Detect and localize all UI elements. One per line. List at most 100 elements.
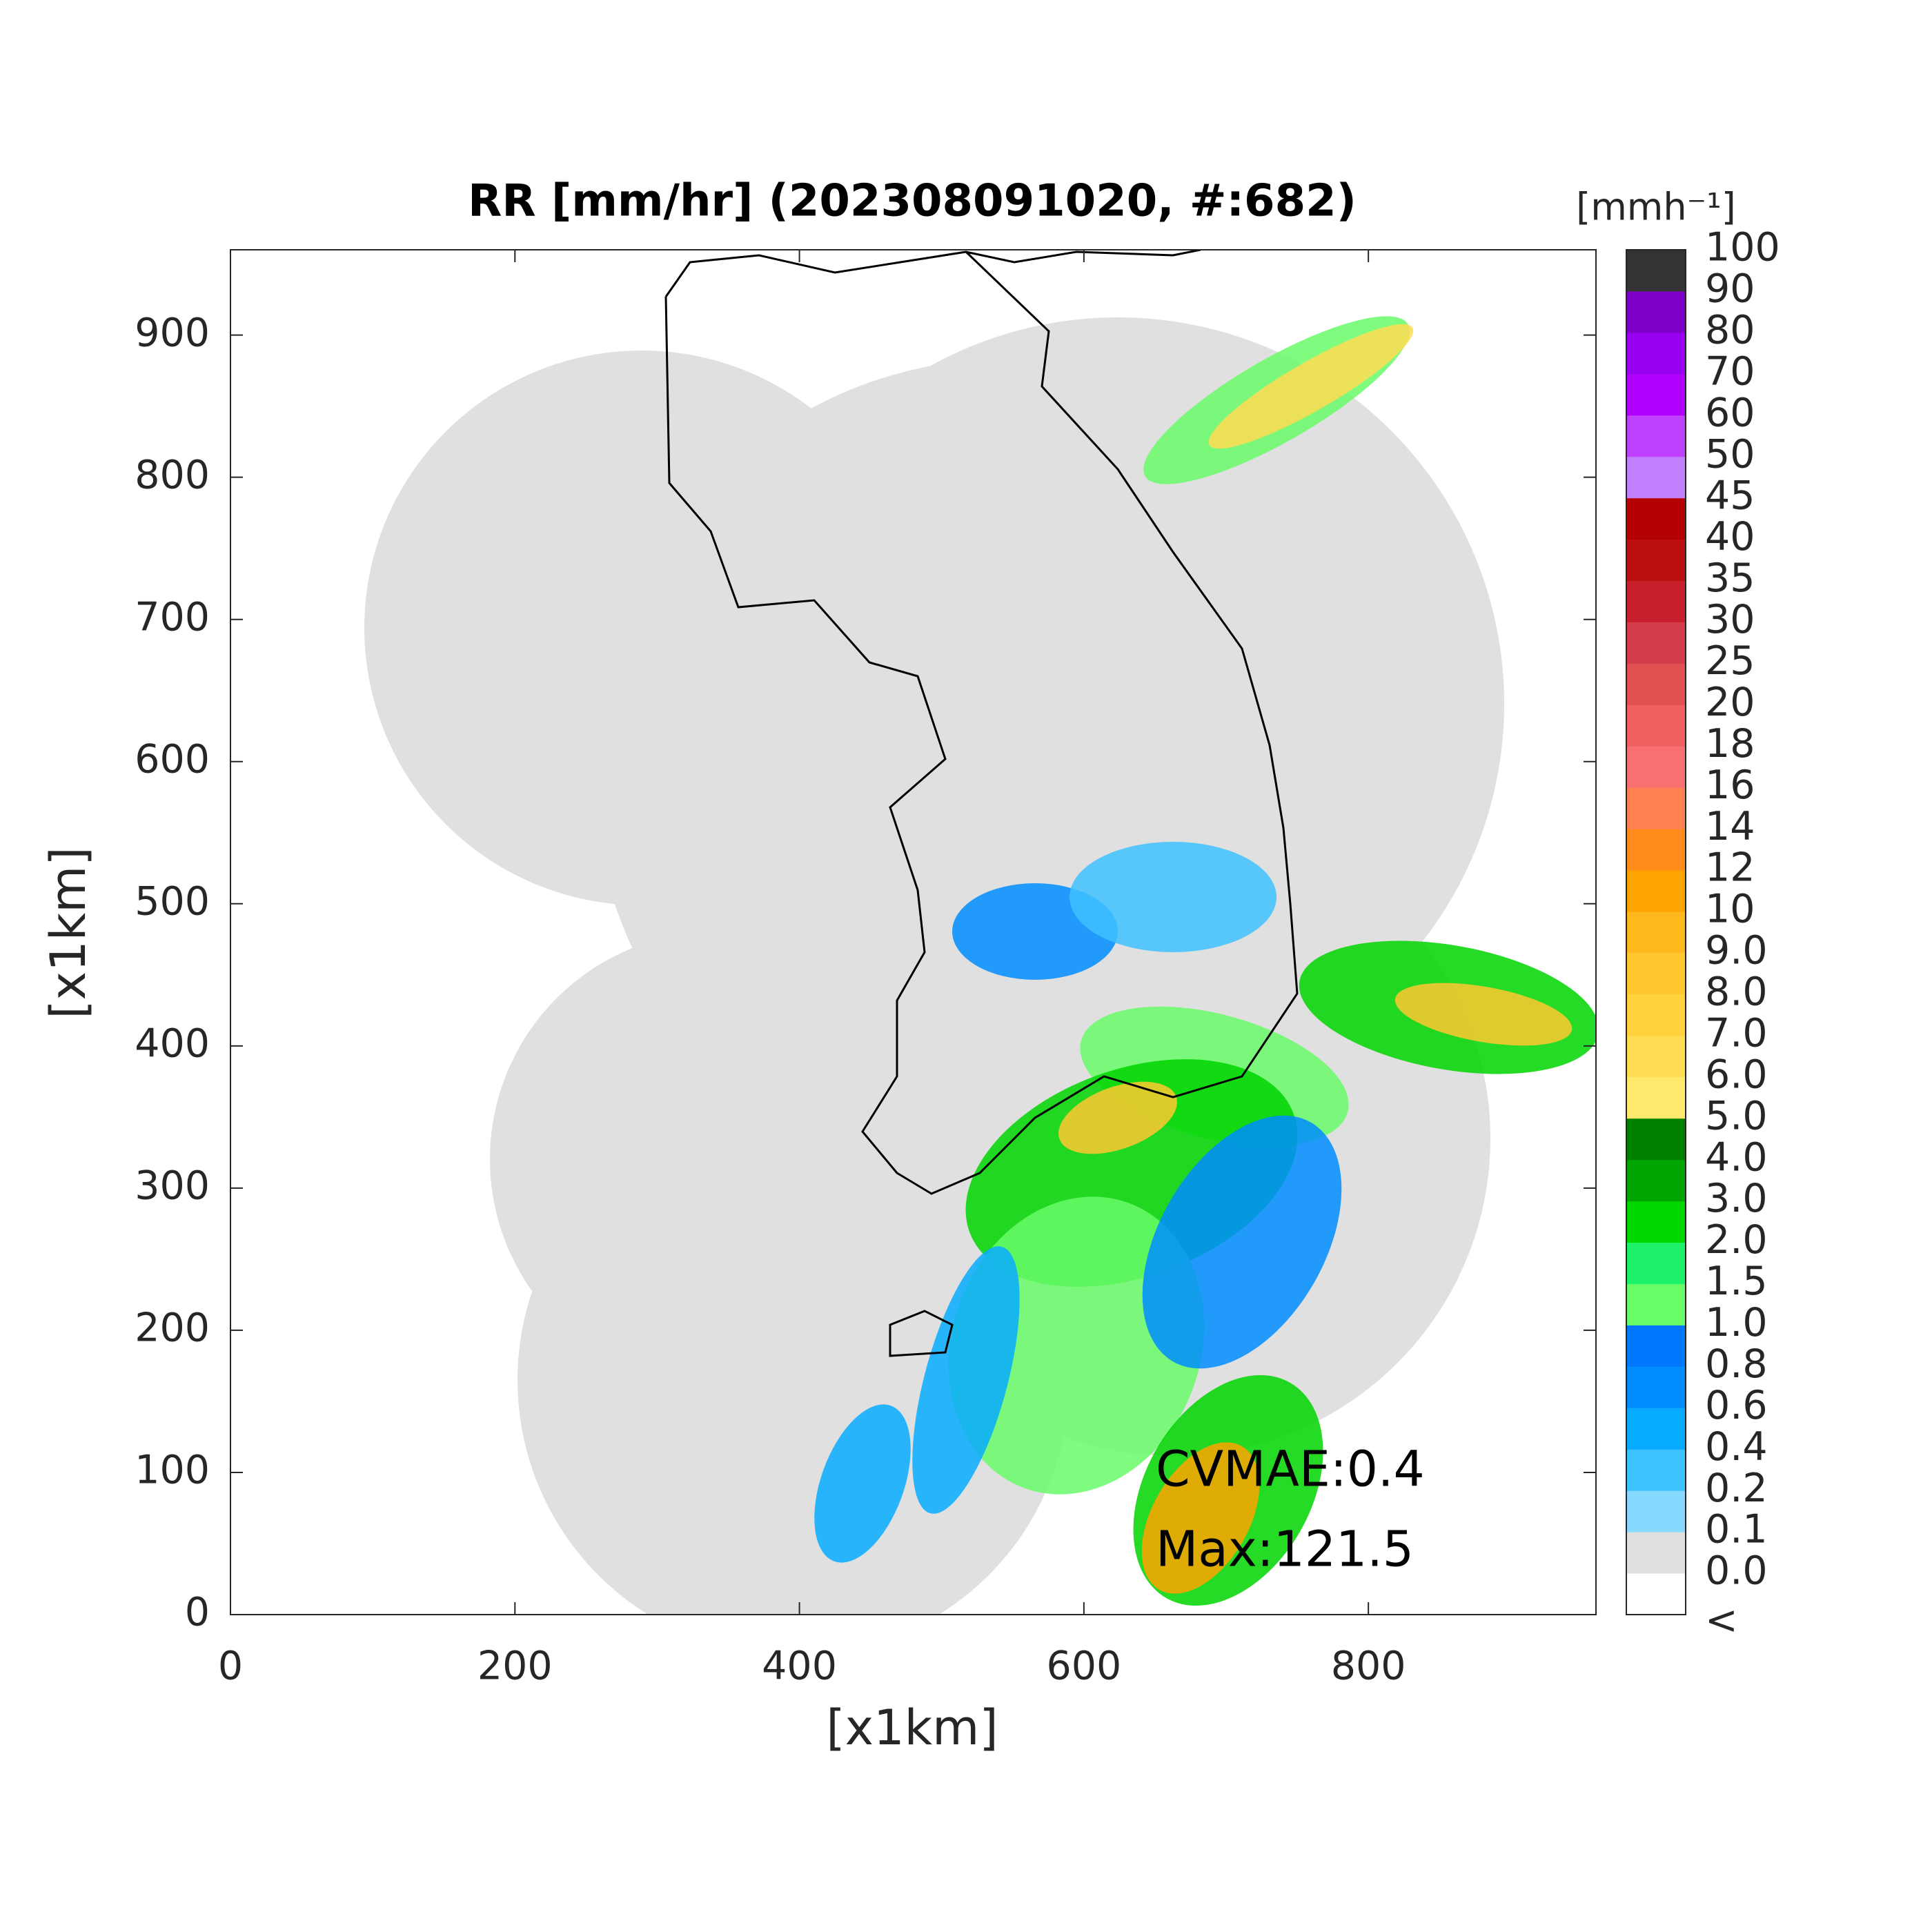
x-tick-label: 600 bbox=[1046, 1644, 1121, 1689]
colorbar-label: 50 bbox=[1705, 431, 1755, 477]
colorbar-frame bbox=[1626, 249, 1686, 1615]
colorbar-segment bbox=[1626, 870, 1686, 912]
colorbar-segment bbox=[1626, 580, 1686, 622]
colorbar-segment bbox=[1626, 1201, 1686, 1243]
x-tick-label: 0 bbox=[218, 1644, 243, 1689]
colorbar-label: 0.6 bbox=[1705, 1383, 1768, 1428]
colorbar-label: 3.0 bbox=[1705, 1176, 1768, 1221]
colorbar-segment bbox=[1626, 746, 1686, 788]
colorbar-label: 0.0 bbox=[1705, 1548, 1768, 1594]
y-tick-label: 500 bbox=[135, 878, 210, 924]
colorbar-segment bbox=[1626, 539, 1686, 582]
colorbar-label: 0.4 bbox=[1705, 1424, 1768, 1470]
colorbar-label: < bbox=[1705, 1598, 1738, 1644]
colorbar-label: 12 bbox=[1705, 845, 1755, 891]
colorbar-label: 1.0 bbox=[1705, 1300, 1768, 1346]
rain-patch bbox=[814, 1404, 911, 1563]
annotation: CVMAE:0.4 bbox=[1156, 1441, 1425, 1498]
colorbar-label: 1.5 bbox=[1705, 1259, 1768, 1304]
colorbar-segment bbox=[1626, 1408, 1686, 1450]
colorbar-label: 7.0 bbox=[1705, 1010, 1768, 1056]
colorbar-label: 4.0 bbox=[1705, 1134, 1768, 1180]
colorbar-segment bbox=[1626, 1325, 1686, 1367]
colorbar-segment bbox=[1626, 994, 1686, 1036]
colorbar-label: 20 bbox=[1705, 680, 1755, 725]
y-tick-label: 0 bbox=[185, 1590, 210, 1635]
x-tick-label: 400 bbox=[762, 1644, 837, 1689]
colorbar-title: [mmh⁻¹] bbox=[1576, 186, 1736, 229]
x-tick-label: 800 bbox=[1331, 1644, 1406, 1689]
y-tick-label: 600 bbox=[135, 736, 210, 782]
colorbar-segment bbox=[1626, 332, 1686, 375]
colorbar-segment bbox=[1626, 1490, 1686, 1532]
rain-patch bbox=[1142, 1115, 1342, 1369]
colorbar-segment bbox=[1626, 373, 1686, 416]
colorbar-label: 2.0 bbox=[1705, 1217, 1768, 1263]
colorbar-label: 0.8 bbox=[1705, 1341, 1768, 1387]
rain-patch bbox=[1070, 842, 1276, 952]
colorbar-segment bbox=[1626, 250, 1686, 292]
colorbar-segment bbox=[1626, 1159, 1686, 1202]
annotation: Max:121.5 bbox=[1156, 1521, 1414, 1578]
colorbar-segment bbox=[1626, 1076, 1686, 1119]
colorbar-segment bbox=[1626, 1035, 1686, 1078]
colorbar-segment bbox=[1626, 704, 1686, 747]
axes-frame bbox=[230, 249, 1597, 1615]
colorbar-label: 30 bbox=[1705, 597, 1755, 642]
rain-patch bbox=[1058, 1081, 1177, 1154]
y-tick-label: 700 bbox=[135, 594, 210, 640]
y-tick-label: 400 bbox=[135, 1021, 210, 1066]
colorbar-label: 0.2 bbox=[1705, 1466, 1768, 1511]
colorbar-label: 35 bbox=[1705, 555, 1755, 601]
x-axis-label: [x1km] bbox=[826, 1699, 998, 1756]
colorbar-label: 14 bbox=[1705, 804, 1755, 849]
colorbar-label: 10 bbox=[1705, 887, 1755, 932]
y-tick-label: 900 bbox=[135, 310, 210, 355]
colorbar-label: 8.0 bbox=[1705, 969, 1768, 1015]
colorbar-label: 0.1 bbox=[1705, 1507, 1768, 1552]
colorbar-segment bbox=[1626, 663, 1686, 705]
y-tick-label: 100 bbox=[135, 1448, 210, 1493]
colorbar-label: 40 bbox=[1705, 514, 1755, 560]
colorbar-segment bbox=[1626, 456, 1686, 499]
colorbar-segment bbox=[1626, 1242, 1686, 1284]
colorbar-label: 25 bbox=[1705, 638, 1755, 684]
y-tick-label: 200 bbox=[135, 1305, 210, 1351]
x-tick-label: 200 bbox=[477, 1644, 553, 1689]
colorbar-segment bbox=[1626, 415, 1686, 457]
radar-coverage bbox=[731, 317, 1504, 1090]
rain-patch bbox=[912, 1246, 1020, 1514]
y-axis-label: [x1km] bbox=[40, 847, 97, 1018]
colorbar-segment bbox=[1626, 497, 1686, 540]
colorbar-label: 90 bbox=[1705, 266, 1755, 312]
colorbar-label: 16 bbox=[1705, 762, 1755, 808]
y-tick-label: 800 bbox=[135, 452, 210, 497]
colorbar-segment bbox=[1626, 829, 1686, 871]
chart-title: RR [mm/hr] (202308091020, #:682) bbox=[468, 176, 1357, 227]
colorbar-segment bbox=[1626, 911, 1686, 954]
colorbar-label: 100 bbox=[1705, 225, 1780, 270]
colorbar-segment bbox=[1626, 1532, 1686, 1574]
rain-patch bbox=[1141, 1442, 1260, 1594]
colorbar-label: 60 bbox=[1705, 390, 1755, 435]
colorbar-label: 80 bbox=[1705, 308, 1755, 353]
colorbar-label: 18 bbox=[1705, 721, 1755, 767]
colorbar-segment bbox=[1626, 1573, 1686, 1615]
rain-patch bbox=[1208, 324, 1414, 449]
coastline bbox=[664, 250, 1299, 1357]
colorbar-segment bbox=[1626, 622, 1686, 664]
colorbar-label: 45 bbox=[1705, 473, 1755, 518]
colorbar-label: 5.0 bbox=[1705, 1093, 1768, 1138]
colorbar-segment bbox=[1626, 787, 1686, 829]
rain-patch bbox=[1394, 983, 1573, 1046]
map-area bbox=[364, 250, 1596, 1615]
colorbar-label: 70 bbox=[1705, 348, 1755, 394]
colorbar-segment bbox=[1626, 1118, 1686, 1161]
colorbar-label: 9.0 bbox=[1705, 928, 1768, 974]
colorbar-label: 6.0 bbox=[1705, 1052, 1768, 1097]
colorbar-segment bbox=[1626, 290, 1686, 333]
y-tick-label: 300 bbox=[135, 1163, 210, 1209]
colorbar-segment bbox=[1626, 952, 1686, 995]
